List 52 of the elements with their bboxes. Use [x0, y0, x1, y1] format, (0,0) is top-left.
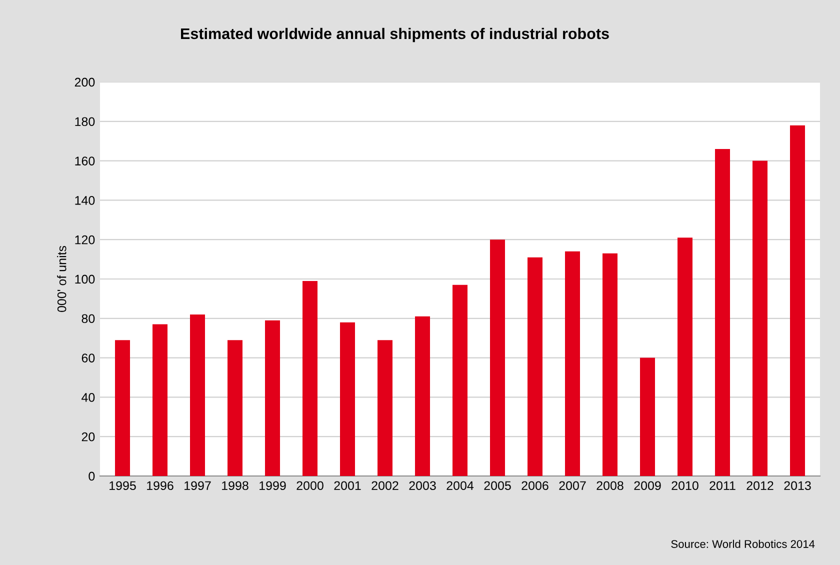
bar: [302, 280, 318, 476]
x-tick-label: 1995: [110, 481, 136, 490]
bar: [452, 284, 468, 476]
x-tick-label: 2003: [409, 481, 436, 490]
x-tick-label: 1996: [147, 481, 174, 490]
bar: [715, 148, 730, 476]
x-tick-label: 2007: [559, 481, 586, 490]
y-tick-label: 20: [82, 432, 95, 442]
y-tick-label: 60: [82, 354, 95, 362]
x-tick-label: 2008: [596, 481, 624, 490]
x-tick-label: 2000: [296, 481, 324, 490]
bar: [678, 238, 692, 476]
y-tick-label: 200: [74, 78, 95, 87]
y-tick-label: 120: [75, 235, 95, 244]
bar: [790, 125, 805, 476]
y-tick-label: 40: [82, 393, 95, 402]
bar: [490, 240, 505, 476]
chart-title: Estimated worldwide annual shipments of industrial robots: [181, 28, 609, 42]
y-tick-label: 0: [88, 472, 95, 481]
x-tick-label: 2005: [484, 481, 511, 490]
bar: [152, 324, 168, 476]
x-tick-label: 2010: [672, 481, 698, 490]
bar: [115, 340, 130, 476]
x-tick-label: 2006: [522, 481, 548, 490]
bar: [228, 340, 242, 476]
x-tick-label: 2012: [746, 481, 774, 490]
bar: [378, 340, 392, 476]
y-tick-label: 140: [75, 196, 95, 205]
bar: [602, 253, 618, 476]
bar: [340, 322, 355, 476]
x-tick-label: 2013: [784, 481, 811, 490]
bar: [565, 251, 580, 476]
bar: [752, 160, 768, 476]
x-tick-label: 1997: [184, 481, 211, 490]
x-tick-label: 2004: [446, 481, 474, 490]
source-note: Source: World Robotics 2014: [671, 540, 815, 548]
bar: [415, 316, 430, 476]
x-tick-label: 2011: [710, 481, 736, 490]
x-tick-label: 1999: [260, 481, 286, 490]
y-tick-label: 100: [75, 274, 95, 284]
y-tick-label: 80: [82, 314, 95, 324]
y-tick-label: 160: [75, 156, 95, 166]
bar: [190, 314, 205, 476]
bar: [265, 320, 280, 476]
y-axis-title: 000' of units: [57, 246, 66, 312]
x-tick-label: 2009: [634, 481, 661, 490]
x-tick-label: 1998: [222, 481, 248, 490]
x-tick-label: 2001: [334, 481, 361, 490]
bar: [640, 358, 655, 476]
y-tick-label: 180: [75, 117, 95, 126]
x-tick-label: 2002: [372, 481, 398, 490]
bar: [528, 257, 542, 476]
